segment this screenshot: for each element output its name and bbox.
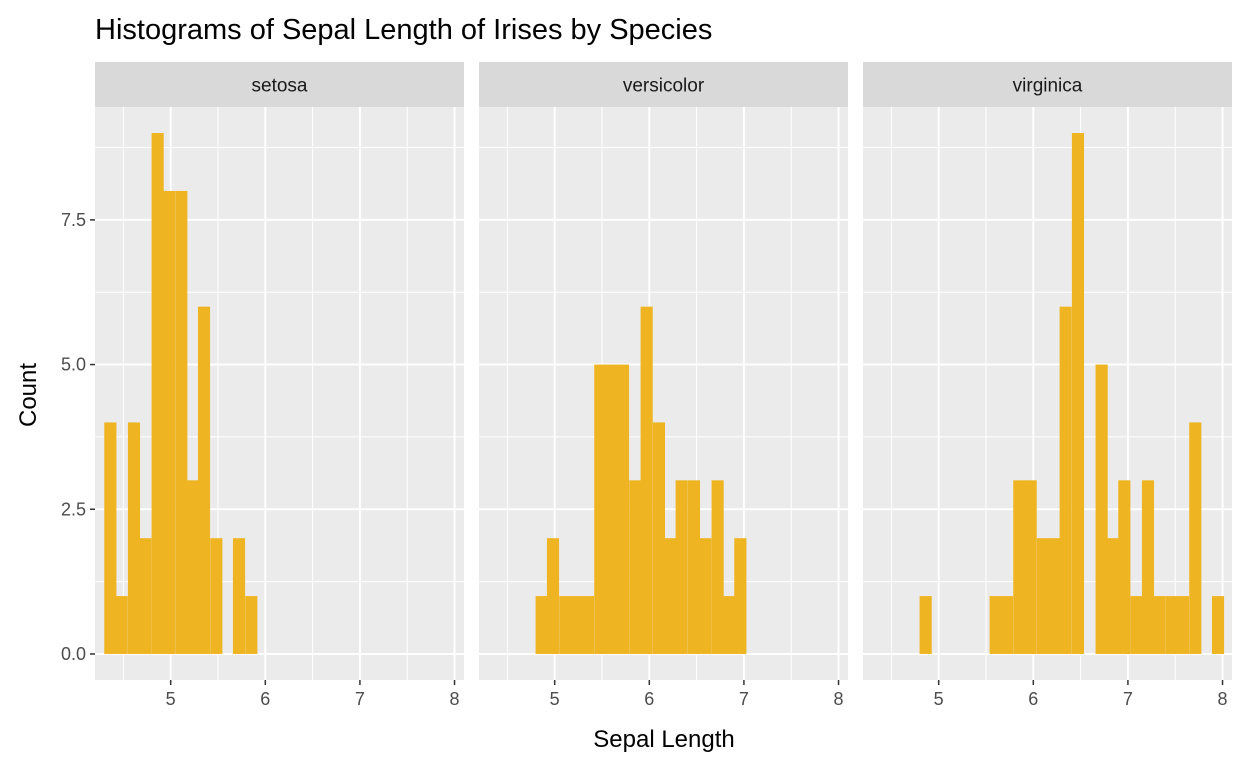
- histogram-bar: [734, 538, 747, 654]
- facet-strip: [95, 62, 464, 107]
- histogram-bar: [151, 133, 164, 654]
- histogram-bar: [1071, 133, 1085, 654]
- histogram-bar: [559, 596, 572, 654]
- histogram-bar: [1141, 480, 1155, 654]
- histogram-bar: [664, 538, 677, 654]
- histogram-bar: [1118, 480, 1131, 654]
- y-tick-label: 2.5: [61, 499, 86, 519]
- histogram-bar: [675, 480, 688, 654]
- histogram-bar: [1130, 596, 1143, 654]
- x-tick-label: 6: [1028, 689, 1038, 709]
- facet-panels: setosa 5 6 7 8 versicolor 5 6 7 8 virginica 5 6 7 8: [95, 62, 1232, 709]
- histogram-bar: [919, 596, 932, 654]
- histogram-bar: [1095, 364, 1108, 654]
- histogram-bar: [605, 364, 618, 654]
- histogram-bar: [115, 596, 128, 654]
- histogram-bar: [186, 480, 199, 654]
- y-tick-label: 7.5: [61, 210, 86, 230]
- histogram-bar: [581, 596, 595, 654]
- histogram-bar: [1059, 306, 1072, 654]
- x-tick-label: 7: [355, 689, 365, 709]
- histogram-bar: [616, 364, 630, 654]
- facet-strip-label: setosa: [252, 76, 308, 97]
- histogram-bar: [1048, 538, 1061, 654]
- histogram-bar: [162, 190, 176, 654]
- histogram-bar: [1176, 596, 1190, 654]
- histogram-bar: [570, 596, 583, 654]
- facet-strip-label: virginica: [1013, 76, 1083, 97]
- chart-title: Histograms of Sepal Length of Irises by …: [95, 14, 712, 46]
- x-tick-label: 5: [934, 689, 944, 709]
- histogram-bar: [722, 596, 736, 654]
- histogram-bar: [711, 480, 724, 654]
- facet-virginica: virginica 5 6 7 8: [863, 62, 1232, 709]
- histogram-bar: [535, 596, 548, 654]
- facet-strip-label: versicolor: [623, 76, 705, 97]
- histogram-bar: [699, 538, 712, 654]
- x-tick-label: 8: [450, 689, 460, 709]
- histogram-bar: [1106, 538, 1120, 654]
- x-tick-label: 8: [834, 689, 844, 709]
- y-tick-label: 5.0: [61, 355, 86, 375]
- histogram-bar: [640, 306, 653, 654]
- histogram-bar: [210, 538, 223, 654]
- histogram-bar: [197, 306, 211, 654]
- histogram-bar: [629, 480, 642, 654]
- x-tick-label: 5: [166, 689, 176, 709]
- y-axis-title: Count: [15, 363, 42, 427]
- histogram-bar: [1153, 596, 1166, 654]
- y-axis: 0.0 2.5 5.0 7.5: [61, 210, 95, 664]
- histogram-bar: [232, 538, 246, 654]
- x-tick-label: 5: [550, 689, 560, 709]
- histogram-bar: [1165, 596, 1178, 654]
- histogram-bar: [1036, 538, 1050, 654]
- facet-strip: [479, 62, 848, 107]
- histogram-bar: [687, 480, 701, 654]
- x-tick-label: 7: [739, 689, 749, 709]
- histogram-bar: [1189, 422, 1202, 654]
- histogram-bar: [1024, 480, 1037, 654]
- histogram-bar: [989, 596, 1002, 654]
- histogram-bar: [104, 422, 117, 654]
- histogram-bar: [245, 596, 258, 654]
- facet-strip: [863, 62, 1232, 107]
- histogram-bar: [652, 422, 666, 654]
- histogram-bar: [127, 422, 141, 654]
- y-tick-label: 0.0: [61, 644, 86, 664]
- x-tick-label: 6: [644, 689, 654, 709]
- x-tick-label: 8: [1218, 689, 1228, 709]
- histogram-bar: [175, 190, 188, 654]
- x-tick-label: 6: [260, 689, 270, 709]
- histogram-bar: [594, 364, 607, 654]
- x-axis-title: Sepal Length: [593, 726, 734, 753]
- histogram-bar: [139, 538, 152, 654]
- histogram-bar: [1000, 596, 1014, 654]
- histogram-bar: [546, 538, 560, 654]
- facet-versicolor: versicolor 5 6 7 8: [479, 62, 848, 709]
- x-tick-label: 7: [1123, 689, 1133, 709]
- facet-setosa: setosa 5 6 7 8: [95, 62, 464, 709]
- histogram-bar: [1211, 596, 1225, 654]
- histogram-bar: [1013, 480, 1026, 654]
